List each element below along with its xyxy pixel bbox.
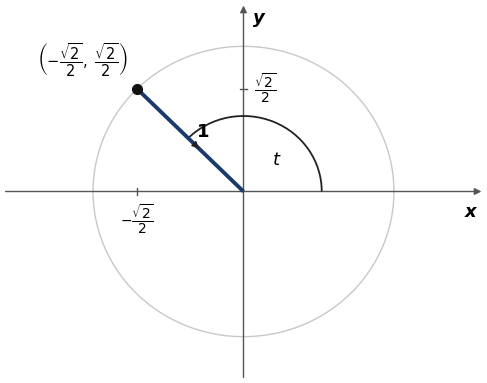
Text: $\left(-\dfrac{\sqrt{2}}{2},\ \dfrac{\sqrt{2}}{2}\right)$: $\left(-\dfrac{\sqrt{2}}{2},\ \dfrac{\sq… — [37, 41, 128, 79]
Text: x: x — [465, 203, 477, 221]
Text: t: t — [273, 151, 280, 169]
Text: 1: 1 — [197, 123, 209, 141]
Text: $-\dfrac{\sqrt{2}}{2}$: $-\dfrac{\sqrt{2}}{2}$ — [120, 203, 154, 236]
Text: y: y — [253, 8, 264, 26]
Text: $\dfrac{\sqrt{2}}{2}$: $\dfrac{\sqrt{2}}{2}$ — [254, 72, 276, 105]
